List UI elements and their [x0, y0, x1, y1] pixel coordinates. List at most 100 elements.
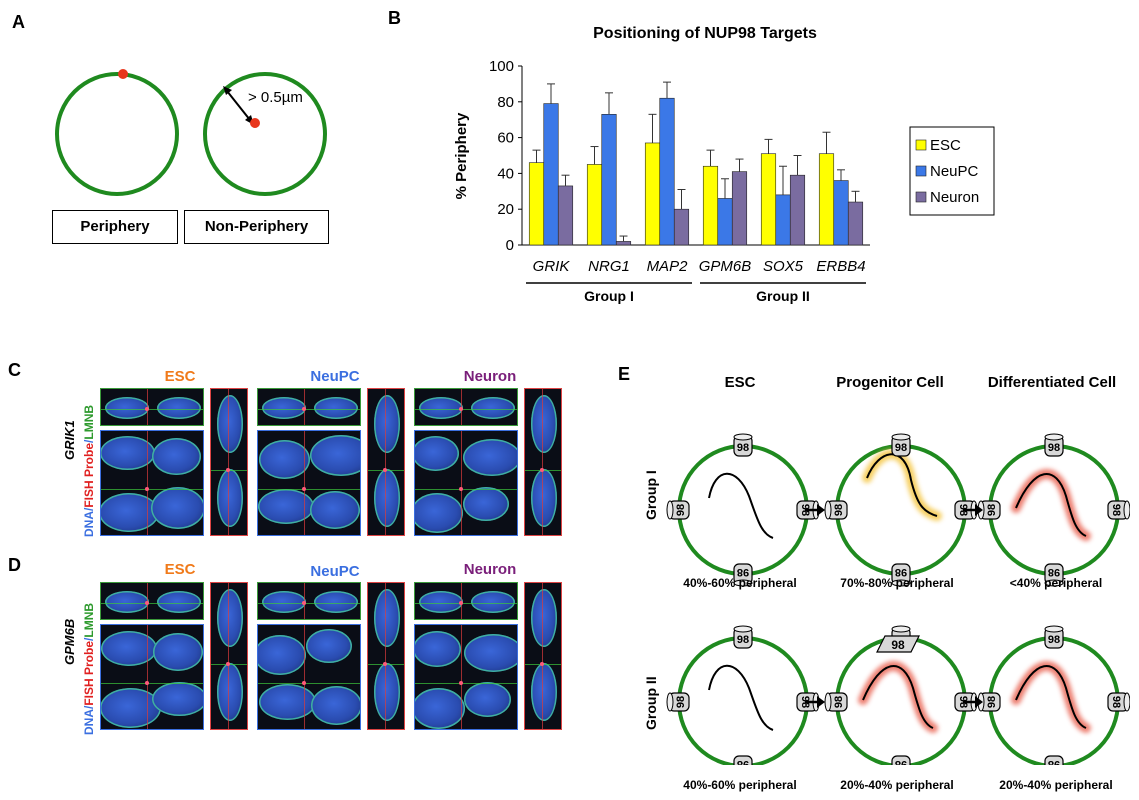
nucleus — [105, 397, 149, 419]
panel-e-letter: E — [618, 364, 631, 384]
nuclear-pore-icon: 98 — [1044, 755, 1064, 765]
nuclear-pore-icon: 98 — [733, 625, 753, 649]
crosshair-horizontal — [415, 489, 517, 490]
nucleus — [464, 634, 517, 672]
nucleus — [101, 688, 161, 728]
bar-neuron-grik — [557, 185, 574, 246]
panel-d-col-neuron: Neuron — [463, 561, 517, 578]
nucleus — [262, 397, 306, 419]
stain-fish: FISH Probe — [82, 442, 96, 508]
nucleus — [157, 591, 201, 613]
bar-chart: Positioning of NUP98 Targets % Periphery 0… — [453, 25, 995, 304]
y-axis-label: % Periphery — [453, 112, 470, 199]
crosshair-vertical — [385, 389, 386, 535]
group2-esc-pct: 40%-60% peripheral — [683, 778, 797, 792]
nucleus — [217, 469, 243, 527]
crosshair-horizontal — [101, 603, 203, 604]
micrograph-yz-view — [367, 582, 405, 730]
gene-locus-chromatin — [866, 453, 938, 517]
panel-e-header-esc: ESC — [724, 374, 756, 391]
nucleus — [531, 589, 557, 647]
legend-swatch-neuron — [915, 191, 927, 203]
fish-probe-signal — [459, 407, 463, 411]
micrograph-xz-view — [257, 582, 361, 620]
panel-e-header-progenitor: Progenitor Cell — [836, 374, 944, 391]
nuclear-pore-icon: 98 — [891, 563, 911, 587]
fish-probe-signal — [145, 407, 149, 411]
fish-probe-signal — [302, 601, 306, 605]
bar-neupc-grik — [543, 103, 559, 246]
fish-probe-signal — [383, 468, 387, 472]
svg-text:98: 98 — [986, 504, 998, 516]
group2-progenitor-pct: 20%-40% peripheral — [840, 778, 954, 792]
periphery-nucleus-ring — [55, 72, 179, 196]
svg-text:98: 98 — [1048, 442, 1060, 454]
crosshair-horizontal — [258, 409, 360, 410]
panel-b-letter: B — [388, 8, 401, 28]
micrograph-xy-view — [257, 430, 361, 536]
panel-e-header-differentiated: Differentiated Cell — [987, 374, 1117, 391]
transition-arrow — [805, 504, 825, 516]
transition-arrow — [805, 696, 825, 708]
group-label: Group II — [756, 288, 810, 304]
svg-text:98: 98 — [1110, 504, 1122, 516]
gene-locus-chromatin — [862, 665, 934, 729]
panel-c-micrographs — [100, 388, 570, 538]
nucleus — [101, 436, 155, 470]
group1-esc-pct: 40%-60% peripheral — [683, 576, 797, 590]
panel-c-stain-label: DNA/FISH Probe/LMNB — [82, 405, 96, 537]
svg-text:98: 98 — [986, 696, 998, 708]
nucleus-schematic: 98 98 98 98 — [977, 625, 1130, 765]
legend-label-neupc: NeuPC — [930, 163, 979, 180]
nuclear-envelope — [988, 444, 1120, 576]
nucleus — [262, 591, 306, 613]
non-periphery-label-box: Non-Periphery — [184, 210, 329, 244]
svg-text:98: 98 — [1048, 634, 1060, 646]
fish-probe-signal — [145, 487, 149, 491]
stain-fish: FISH Probe — [82, 640, 96, 706]
crosshair-horizontal — [258, 683, 360, 684]
nuclear-pore-icon: 98 — [733, 563, 753, 587]
nuclear-pore-icon: 98 — [824, 500, 848, 520]
y-tick-label: 0 — [506, 237, 514, 254]
crosshair-vertical — [147, 625, 148, 729]
panel-d-col-neupc: NeuPC — [310, 563, 360, 580]
bar-neupc-gpm6b — [717, 198, 733, 246]
panel-d-letter: D — [8, 555, 21, 575]
micrograph-xy-view — [414, 624, 518, 730]
nucleus — [471, 591, 515, 613]
micrograph-xy-view — [100, 624, 204, 730]
nucleus — [374, 589, 400, 647]
bar-neuron-gpm6b — [731, 171, 748, 246]
fish-probe-signal — [540, 468, 544, 472]
bar-esc-grik — [528, 162, 545, 246]
panel-a-diagram — [55, 69, 327, 196]
x-tick-label-sox5: SOX5 — [763, 258, 804, 275]
nuclear-pore-icon: 98 — [666, 692, 690, 712]
crosshair-vertical — [147, 431, 148, 535]
y-tick-label: 80 — [497, 94, 514, 111]
nucleus — [464, 682, 511, 717]
crosshair-horizontal — [101, 489, 203, 490]
nucleus — [310, 435, 360, 476]
fish-probe-signal — [226, 662, 230, 666]
stain-dna: DNA — [82, 511, 96, 537]
micrograph-xz-view — [100, 388, 204, 426]
nuclear-envelope — [677, 636, 809, 765]
stain-lmnb: LMNB — [82, 404, 96, 440]
nucleus — [531, 395, 557, 453]
nucleus — [311, 686, 360, 725]
nucleus — [471, 397, 515, 419]
svg-text:98: 98 — [737, 758, 749, 765]
nucleus — [531, 469, 557, 527]
crosshair-horizontal — [258, 489, 360, 490]
bar-neupc-erbb4 — [833, 180, 849, 246]
nucleus — [314, 397, 358, 419]
stain-sep-1: / — [82, 705, 96, 709]
distance-arrow — [226, 90, 251, 121]
nucleus — [157, 397, 201, 419]
fish-probe-signal — [459, 487, 463, 491]
nucleus — [152, 682, 203, 716]
nucleus — [463, 487, 509, 521]
